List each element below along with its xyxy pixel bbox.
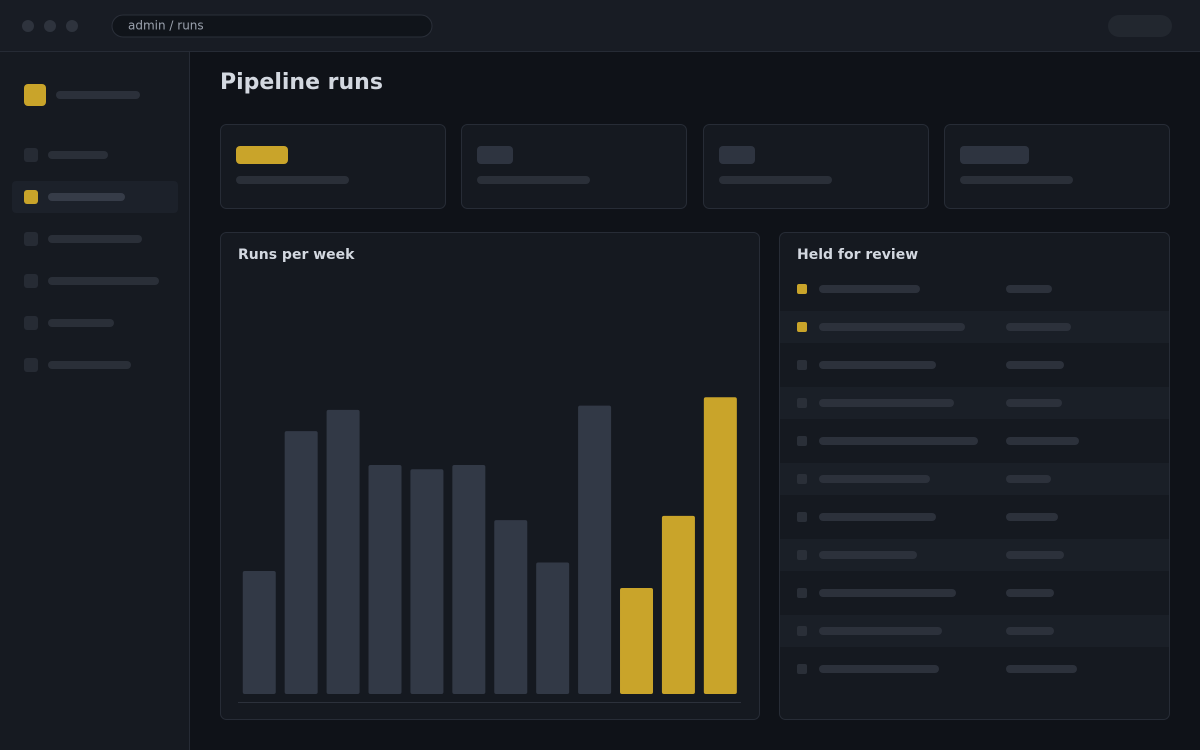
review-text[interactable] [819,627,942,635]
review-text[interactable] [819,437,978,445]
top-button[interactable] [1108,15,1172,37]
stat-card [944,124,1170,209]
stat-label [719,176,832,184]
review-text[interactable] [819,323,965,331]
window-dot[interactable] [44,20,56,32]
logo[interactable] [24,84,46,106]
stat-value [477,146,513,164]
stat-card [703,124,929,209]
review-text[interactable] [819,361,936,369]
review-icon[interactable] [797,626,807,636]
review-meta [1006,589,1054,597]
review-meta [1006,475,1051,483]
review-text[interactable] [819,589,956,597]
review-title: Held for review [797,247,918,263]
bar [368,465,402,694]
review-icon[interactable] [797,322,807,332]
review-icon[interactable] [797,284,807,294]
sidebar [0,52,190,750]
stat-label [477,176,590,184]
review-meta [1006,285,1052,293]
review-meta [1006,665,1077,673]
chart-title: Runs per week [238,247,355,263]
stat-value [236,146,288,164]
review-icon[interactable] [797,360,807,370]
review-icon[interactable] [797,550,807,560]
nav-label[interactable] [48,361,131,369]
stat-label [960,176,1073,184]
review-meta [1006,437,1079,445]
review-icon[interactable] [797,664,807,674]
stat-value [719,146,755,164]
nav-icon[interactable] [24,232,38,246]
page-title: Pipeline runs [220,70,383,95]
review-icon[interactable] [797,474,807,484]
bar [326,409,360,694]
bar [452,465,486,694]
review-meta [1006,323,1071,331]
stat-card [461,124,687,209]
review-meta [1006,627,1054,635]
address-bar[interactable] [111,14,433,38]
bar [661,515,695,694]
bar [620,588,654,694]
bar [410,469,444,694]
logo-text [56,91,140,99]
review-icon[interactable] [797,588,807,598]
review-icon[interactable] [797,398,807,408]
stat-card [220,124,446,209]
nav-label[interactable] [48,277,159,285]
bar [703,397,737,694]
address-text: admin / runs [128,19,204,33]
review-meta [1006,399,1062,407]
window-dot[interactable] [66,20,78,32]
nav-icon[interactable] [24,274,38,288]
review-text[interactable] [819,475,930,483]
review-text[interactable] [819,285,920,293]
review-text[interactable] [819,513,936,521]
review-text[interactable] [819,399,954,407]
nav-label[interactable] [48,235,142,243]
window-dot[interactable] [22,20,34,32]
nav-icon[interactable] [24,316,38,330]
review-meta [1006,361,1064,369]
bar [242,571,276,694]
review-text[interactable] [819,551,917,559]
nav-label[interactable] [48,319,114,327]
review-meta [1006,551,1064,559]
bar [494,520,528,694]
nav-label[interactable] [48,151,108,159]
nav-icon[interactable] [24,190,38,204]
bar [536,562,570,694]
review-text[interactable] [819,665,939,673]
nav-label[interactable] [48,193,125,201]
review-icon[interactable] [797,512,807,522]
bar [284,431,318,694]
review-icon[interactable] [797,436,807,446]
stat-label [236,176,349,184]
review-meta [1006,513,1058,521]
nav-icon[interactable] [24,358,38,372]
stat-value [960,146,1029,164]
nav-icon[interactable] [24,148,38,162]
bar [578,405,612,694]
